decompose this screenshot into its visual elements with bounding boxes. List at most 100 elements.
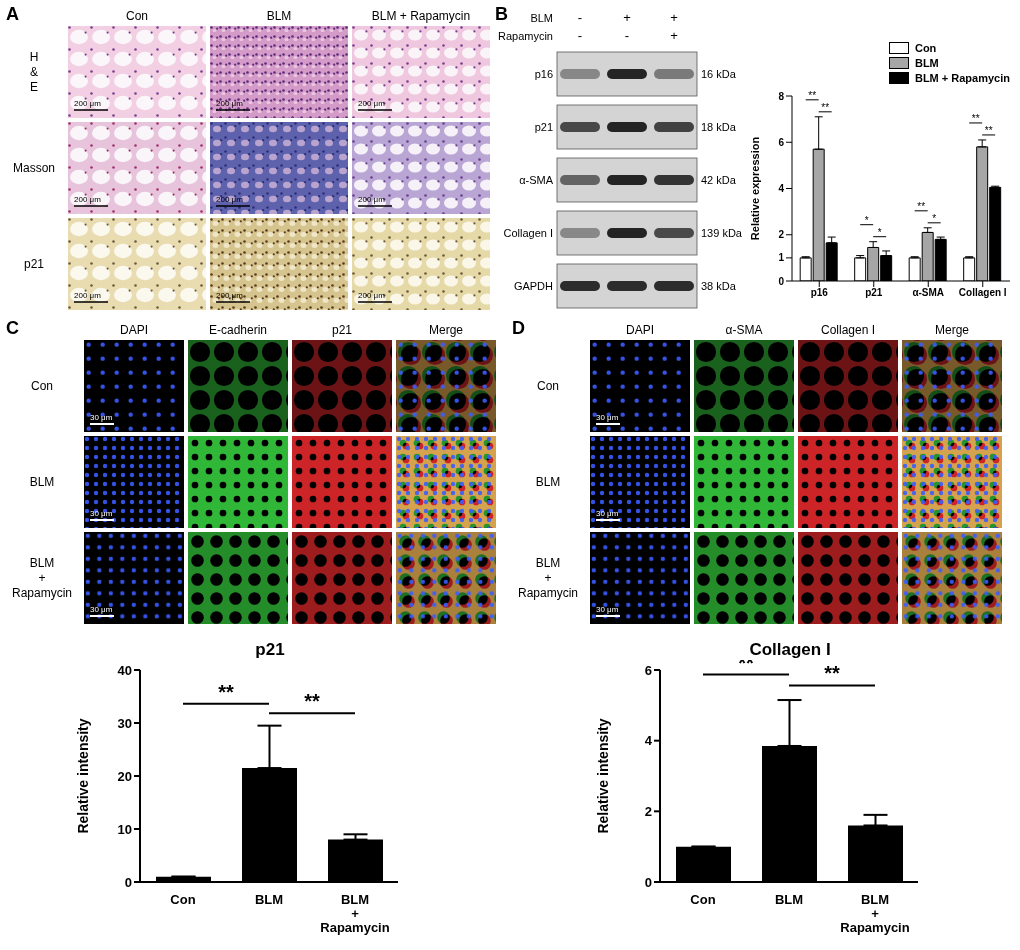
svg-text:**: ** [821,102,829,113]
html-text:Con: Con [126,9,148,23]
svg-text:30 μm: 30 μm [90,413,113,422]
svg-text:30: 30 [118,716,132,731]
svg-text:BLM: BLM [775,892,803,907]
html-text:C: C [6,318,19,338]
svg-text:*: * [865,215,869,226]
svg-text:**: ** [985,125,993,136]
svg-text:18 kDa: 18 kDa [701,121,737,133]
svg-text:BLM: BLM [530,12,553,24]
svg-text:*: * [878,227,882,238]
svg-text:1: 1 [778,252,784,263]
svg-text:Con: Con [690,892,715,907]
svg-text:8: 8 [778,91,784,102]
svg-text:200 μm: 200 μm [74,195,101,204]
html-text:BLM: BLM [535,474,561,489]
svg-text:200 μm: 200 μm [74,99,101,108]
html-text:Rapamycin: Rapamycin [518,585,578,600]
html-text:D: D [512,318,525,338]
html-text:Collagen I: Collagen I [749,640,831,659]
html-text:Con: Con [31,378,53,393]
svg-text:BLM+Rapamycin: BLM+Rapamycin [320,892,389,935]
svg-text:200 μm: 200 μm [216,99,243,108]
html-text:p21: p21 [332,323,352,337]
svg-text:200 μm: 200 μm [358,195,385,204]
svg-text:200 μm: 200 μm [216,291,243,300]
svg-text:4: 4 [645,733,653,748]
svg-text:30 μm: 30 μm [596,605,619,614]
html-text:p21: p21 [24,256,44,271]
svg-text:BLM+Rapamycin: BLM+Rapamycin [840,892,909,935]
html-text:Collagen I: Collagen I [821,323,875,337]
svg-text:6: 6 [645,663,652,678]
svg-text:*: * [932,213,936,224]
svg-text:**: ** [917,201,925,212]
svg-text:2: 2 [645,804,652,819]
svg-text:BLM: BLM [255,892,283,907]
html-text:Merge: Merge [935,323,969,337]
html-text:Rapamycin: Rapamycin [12,585,72,600]
svg-text:42 kDa: 42 kDa [701,174,737,186]
svg-text:200 μm: 200 μm [358,291,385,300]
svg-text:40: 40 [118,663,132,678]
svg-text:-: - [578,28,582,43]
svg-text:30 μm: 30 μm [90,605,113,614]
svg-text:-: - [578,10,582,25]
svg-text:+: + [670,10,678,25]
svg-text:2: 2 [778,229,784,240]
html-text:BLM: BLM [29,474,55,489]
svg-text:Con: Con [170,892,195,907]
svg-text:0: 0 [778,276,784,287]
svg-text:Relative expression: Relative expression [749,137,761,241]
svg-text:139 kDa: 139 kDa [701,227,743,239]
svg-text:**: ** [304,690,320,712]
html-text:Con: Con [537,378,559,393]
html-text:BLM: BLM [266,9,292,23]
html-text:DAPI: DAPI [120,323,148,337]
svg-text:α-SMA: α-SMA [519,174,554,186]
svg-text:p16: p16 [811,287,829,298]
svg-text:38 kDa: 38 kDa [701,280,737,292]
svg-text:4: 4 [778,183,784,194]
svg-text:-: - [625,28,629,43]
svg-text:30 μm: 30 μm [596,413,619,422]
svg-text:+: + [670,28,678,43]
svg-text:**: ** [218,681,234,703]
svg-text:**: ** [972,113,980,124]
html-text:E-cadherin: E-cadherin [209,323,267,337]
html-text:Masson: Masson [13,160,55,175]
svg-text:Relative intensity: Relative intensity [595,718,611,833]
svg-text:GAPDH: GAPDH [514,280,553,292]
html-text:B: B [495,4,508,24]
svg-text:0: 0 [125,875,132,890]
html-text:p21: p21 [255,640,285,659]
svg-text:p16: p16 [535,68,553,80]
svg-text:30 μm: 30 μm [596,509,619,518]
svg-text:p21: p21 [865,287,883,298]
svg-text:**: ** [808,90,816,101]
svg-text:10: 10 [118,822,132,837]
svg-text:p21: p21 [535,121,553,133]
svg-text:**: ** [738,660,754,674]
svg-text:200 μm: 200 μm [216,195,243,204]
svg-text:20: 20 [118,769,132,784]
svg-text:200 μm: 200 μm [74,291,101,300]
svg-text:200 μm: 200 μm [358,99,385,108]
svg-text:Relative intensity: Relative intensity [75,718,91,833]
html-text:BLM + Rapamycin: BLM + Rapamycin [371,9,471,23]
svg-text:Collagen I: Collagen I [503,227,553,239]
svg-text:**: ** [824,662,840,684]
svg-text:6: 6 [778,137,784,148]
html-text:BLM: BLM [535,555,561,570]
svg-text:0: 0 [645,875,652,890]
svg-text:Rapamycin: Rapamycin [498,30,553,42]
svg-text:+: + [623,10,631,25]
html-text:A: A [6,4,19,24]
html-text:α-SMA: α-SMA [725,323,763,337]
html-text:BLM: BLM [29,555,55,570]
svg-text:16 kDa: 16 kDa [701,68,737,80]
svg-text:α-SMA: α-SMA [912,287,944,298]
svg-text:30 μm: 30 μm [90,509,113,518]
html-text:Merge: Merge [429,323,463,337]
html-text:DAPI: DAPI [626,323,654,337]
svg-text:Collagen I: Collagen I [959,287,1007,298]
